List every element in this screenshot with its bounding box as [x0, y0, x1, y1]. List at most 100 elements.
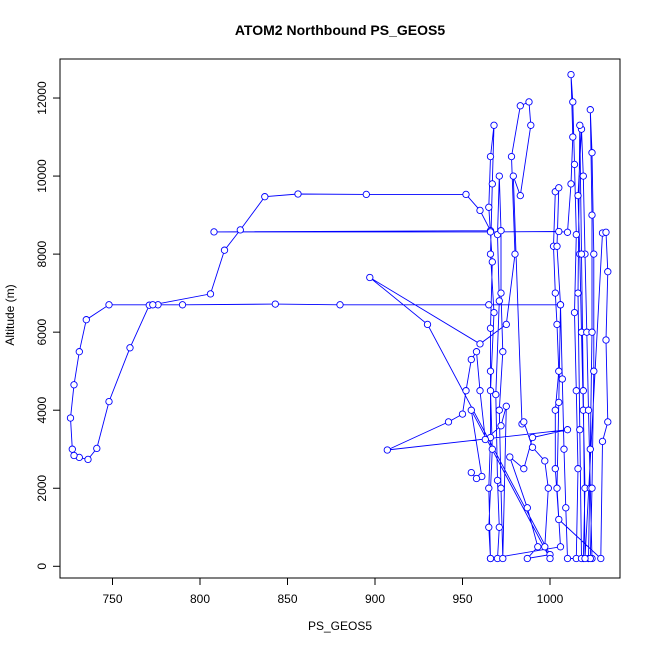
x-tick-label: 950	[452, 592, 472, 606]
data-point	[467, 355, 475, 364]
data-point	[576, 121, 584, 129]
data-point	[511, 250, 519, 258]
data-point	[570, 308, 579, 317]
data-point	[579, 172, 587, 180]
data-point	[528, 443, 537, 451]
plot-frame	[59, 58, 621, 579]
data-point	[546, 554, 554, 563]
data-point	[488, 258, 496, 266]
data-point	[490, 308, 498, 317]
data-series	[66, 70, 612, 563]
data-point	[602, 228, 610, 236]
data-point	[602, 336, 610, 344]
data-point	[485, 203, 493, 211]
data-point	[486, 554, 495, 563]
data-point	[604, 418, 612, 426]
data-point	[509, 172, 517, 180]
data-point	[75, 348, 83, 356]
y-tick-label: 4000	[35, 397, 49, 424]
data-point	[383, 446, 391, 454]
data-point	[551, 289, 559, 297]
data-point	[488, 445, 496, 453]
data-point	[523, 504, 531, 512]
data-point	[495, 297, 503, 305]
data-point	[551, 465, 559, 473]
data-point	[572, 230, 580, 239]
data-point	[497, 227, 505, 235]
data-point	[499, 554, 507, 563]
data-point	[476, 387, 484, 395]
data-point	[581, 554, 589, 563]
data-point	[486, 367, 495, 375]
data-point	[210, 228, 218, 236]
data-point	[588, 149, 596, 157]
data-point	[553, 320, 561, 329]
data-point	[563, 228, 572, 236]
data-point	[486, 387, 495, 395]
data-point	[604, 268, 612, 276]
data-point	[520, 418, 528, 426]
data-point	[562, 504, 570, 512]
data-point	[149, 301, 157, 309]
data-point	[497, 289, 505, 297]
data-point	[563, 554, 572, 563]
data-point	[93, 444, 101, 453]
data-point	[458, 410, 467, 418]
data-point	[294, 190, 302, 198]
x-tick-label: 1000	[537, 592, 564, 606]
data-point	[551, 406, 559, 414]
data-point	[586, 106, 594, 114]
x-tick-label: 850	[277, 592, 297, 606]
data-point	[576, 426, 584, 434]
y-axis-label: Altitude (m)	[3, 284, 17, 345]
data-point	[476, 206, 484, 215]
data-point	[493, 476, 502, 485]
data-point	[523, 554, 531, 563]
data-point	[516, 191, 524, 200]
data-point	[520, 465, 528, 473]
y-tick-label: 8000	[35, 240, 49, 267]
data-point	[555, 227, 563, 236]
data-point	[220, 246, 229, 254]
data-point	[567, 180, 575, 188]
data-point	[572, 387, 580, 395]
data-point	[495, 406, 503, 414]
data-point	[486, 152, 495, 161]
data-point	[555, 398, 563, 407]
data-point	[497, 422, 505, 430]
y-tick-label: 6000	[35, 318, 49, 345]
chart-title: ATOM2 Northbound PS_GEOS5	[235, 22, 445, 38]
data-point	[588, 484, 596, 492]
data-point	[588, 328, 596, 336]
data-point	[569, 98, 577, 106]
data-point	[555, 367, 563, 375]
y-tick-label: 0	[35, 563, 49, 570]
data-point	[569, 133, 577, 141]
data-point	[126, 344, 134, 352]
data-point	[476, 340, 484, 348]
data-point	[366, 273, 374, 282]
data-point	[488, 180, 496, 188]
data-point	[553, 242, 561, 250]
data-point	[486, 250, 495, 258]
data-point	[497, 484, 505, 492]
data-point	[70, 451, 78, 460]
data-point	[271, 300, 279, 308]
data-point	[485, 301, 493, 309]
data-point	[82, 316, 90, 324]
data-point	[574, 465, 582, 473]
data-point	[579, 387, 587, 395]
data-point	[70, 381, 78, 389]
data-point	[556, 543, 565, 551]
data-point	[206, 290, 215, 298]
x-tick-label: 800	[190, 592, 210, 606]
data-point	[584, 406, 593, 414]
data-point	[597, 554, 605, 563]
data-point	[495, 523, 503, 531]
y-tick-label: 2000	[35, 475, 49, 502]
data-point	[472, 474, 481, 483]
data-point	[544, 484, 552, 492]
data-point	[462, 190, 470, 199]
data-point	[502, 402, 510, 410]
